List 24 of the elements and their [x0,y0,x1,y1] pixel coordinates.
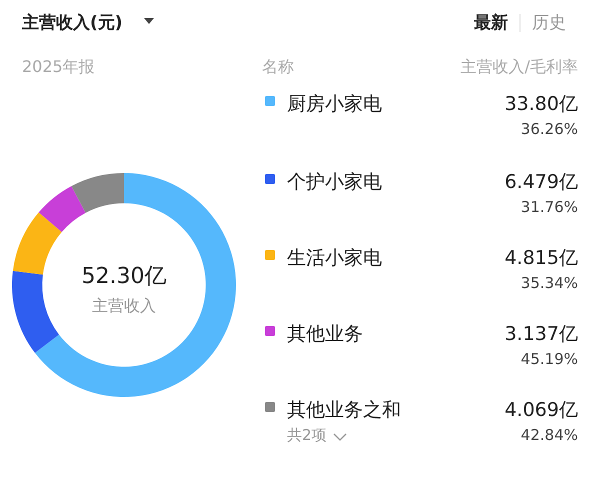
legend-label: 个护小家电 [287,171,382,193]
text: 历史 [532,13,566,33]
chart-subtitle: 2025年报 [22,57,95,76]
data-label: 3.137亿 [504,323,578,345]
text: 52.30亿 [82,264,166,289]
text: 45.19% [520,350,578,368]
legend-label: 厨房小家电 [287,93,382,115]
legend-title: 名称 [262,57,294,76]
legend-label: 其他业务 [287,323,363,345]
text: 主营收入 [92,296,156,315]
text: 31.76% [520,198,578,216]
text: 35.34% [520,274,578,292]
text: 共2项 [287,426,327,444]
data-label: 4.069亿 [504,399,578,421]
text: 42.84% [520,426,578,444]
text: 最新 [473,13,508,33]
text: 36.26% [520,120,578,138]
legend-label: 生活小家电 [287,247,382,269]
legend-label: 其他业务之和 [287,399,401,421]
data-label: 6.479亿 [504,171,578,193]
data-label: 4.815亿 [504,247,578,269]
data-label: 33.80亿 [504,93,578,115]
text: 主营收入/毛利率 [460,57,578,76]
chart-title: 主营收入(元) [21,13,123,33]
